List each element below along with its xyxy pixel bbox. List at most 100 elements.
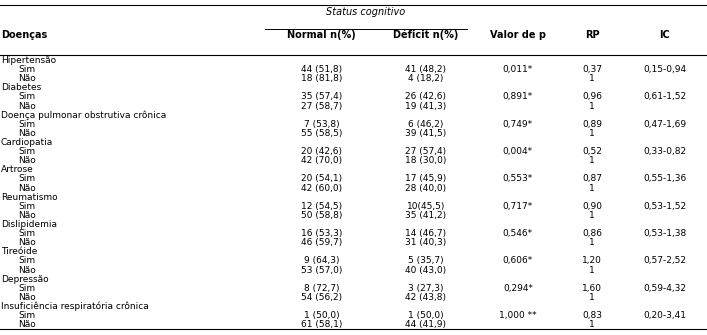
Text: Normal n(%): Normal n(%) bbox=[287, 30, 356, 40]
Text: Sim: Sim bbox=[18, 202, 35, 211]
Text: 50 (58,8): 50 (58,8) bbox=[301, 211, 342, 220]
Text: 1,60: 1,60 bbox=[582, 284, 602, 293]
Text: 0,96: 0,96 bbox=[582, 92, 602, 102]
Text: Sim: Sim bbox=[18, 229, 35, 238]
Text: Sim: Sim bbox=[18, 311, 35, 320]
Text: 9 (64,3): 9 (64,3) bbox=[304, 256, 339, 265]
Text: 20 (42,6): 20 (42,6) bbox=[301, 147, 342, 156]
Text: Sim: Sim bbox=[18, 256, 35, 265]
Text: 0,57-2,52: 0,57-2,52 bbox=[643, 256, 686, 265]
Text: 0,59-4,32: 0,59-4,32 bbox=[643, 284, 686, 293]
Text: 44 (51,8): 44 (51,8) bbox=[301, 65, 342, 74]
Text: 42 (70,0): 42 (70,0) bbox=[301, 156, 342, 165]
Text: 1: 1 bbox=[589, 320, 595, 329]
Text: 0,90: 0,90 bbox=[582, 202, 602, 211]
Text: 40 (43,0): 40 (43,0) bbox=[405, 266, 447, 274]
Text: 27 (57,4): 27 (57,4) bbox=[405, 147, 447, 156]
Text: 0,61-1,52: 0,61-1,52 bbox=[643, 92, 686, 102]
Text: Não: Não bbox=[18, 293, 36, 302]
Text: 1 (50,0): 1 (50,0) bbox=[304, 311, 339, 320]
Text: 1: 1 bbox=[589, 184, 595, 193]
Text: 1: 1 bbox=[589, 211, 595, 220]
Text: Doença pulmonar obstrutiva crônica: Doença pulmonar obstrutiva crônica bbox=[1, 111, 166, 120]
Text: 0,87: 0,87 bbox=[582, 175, 602, 183]
Text: 55 (58,5): 55 (58,5) bbox=[301, 129, 342, 138]
Text: Não: Não bbox=[18, 156, 36, 165]
Text: 1,20: 1,20 bbox=[582, 256, 602, 265]
Text: 18 (30,0): 18 (30,0) bbox=[405, 156, 447, 165]
Text: 1,000 **: 1,000 ** bbox=[499, 311, 537, 320]
Text: 16 (53,3): 16 (53,3) bbox=[301, 229, 342, 238]
Text: 1: 1 bbox=[589, 102, 595, 111]
Text: Sim: Sim bbox=[18, 65, 35, 74]
Text: 10(45,5): 10(45,5) bbox=[407, 202, 445, 211]
Text: 0,15-0,94: 0,15-0,94 bbox=[643, 65, 686, 74]
Text: 0,83: 0,83 bbox=[582, 311, 602, 320]
Text: 1: 1 bbox=[589, 293, 595, 302]
Text: 0,294*: 0,294* bbox=[503, 284, 533, 293]
Text: 17 (45,9): 17 (45,9) bbox=[405, 175, 447, 183]
Text: 0,55-1,36: 0,55-1,36 bbox=[643, 175, 686, 183]
Text: Déficit n(%): Déficit n(%) bbox=[393, 30, 459, 40]
Text: Não: Não bbox=[18, 320, 36, 329]
Text: 0,53-1,38: 0,53-1,38 bbox=[643, 229, 686, 238]
Text: 0,606*: 0,606* bbox=[503, 256, 533, 265]
Text: 1: 1 bbox=[589, 74, 595, 83]
Text: 0,717*: 0,717* bbox=[503, 202, 533, 211]
Text: 0,52: 0,52 bbox=[582, 147, 602, 156]
Text: Dislipidemia: Dislipidemia bbox=[1, 220, 57, 229]
Text: 1: 1 bbox=[589, 156, 595, 165]
Text: 44 (41,9): 44 (41,9) bbox=[406, 320, 446, 329]
Text: 0,47-1,69: 0,47-1,69 bbox=[643, 120, 686, 129]
Text: Tireóide: Tireóide bbox=[1, 247, 37, 256]
Text: 41 (48,2): 41 (48,2) bbox=[406, 65, 446, 74]
Text: Sim: Sim bbox=[18, 175, 35, 183]
Text: 39 (41,5): 39 (41,5) bbox=[405, 129, 447, 138]
Text: 1 (50,0): 1 (50,0) bbox=[408, 311, 444, 320]
Text: 54 (56,2): 54 (56,2) bbox=[301, 293, 342, 302]
Text: 19 (41,3): 19 (41,3) bbox=[405, 102, 447, 111]
Text: 0,53-1,52: 0,53-1,52 bbox=[643, 202, 686, 211]
Text: 42 (60,0): 42 (60,0) bbox=[301, 184, 342, 193]
Text: Não: Não bbox=[18, 102, 36, 111]
Text: 31 (40,3): 31 (40,3) bbox=[405, 238, 447, 247]
Text: Sim: Sim bbox=[18, 120, 35, 129]
Text: 0,749*: 0,749* bbox=[503, 120, 533, 129]
Text: 35 (57,4): 35 (57,4) bbox=[301, 92, 342, 102]
Text: 26 (42,6): 26 (42,6) bbox=[406, 92, 446, 102]
Text: 35 (41,2): 35 (41,2) bbox=[405, 211, 447, 220]
Text: 18 (81,8): 18 (81,8) bbox=[301, 74, 342, 83]
Text: 42 (43,8): 42 (43,8) bbox=[406, 293, 446, 302]
Text: 6 (46,2): 6 (46,2) bbox=[408, 120, 444, 129]
Text: 8 (72,7): 8 (72,7) bbox=[304, 284, 339, 293]
Text: Não: Não bbox=[18, 129, 36, 138]
Text: 1: 1 bbox=[589, 238, 595, 247]
Text: Valor de p: Valor de p bbox=[490, 30, 546, 40]
Text: IC: IC bbox=[659, 30, 670, 40]
Text: Artrose: Artrose bbox=[1, 165, 33, 174]
Text: Sim: Sim bbox=[18, 284, 35, 293]
Text: 3 (27,3): 3 (27,3) bbox=[408, 284, 444, 293]
Text: 0,004*: 0,004* bbox=[503, 147, 533, 156]
Text: 0,37: 0,37 bbox=[582, 65, 602, 74]
Text: 61 (58,1): 61 (58,1) bbox=[301, 320, 342, 329]
Text: 0,86: 0,86 bbox=[582, 229, 602, 238]
Text: Reumatismo: Reumatismo bbox=[1, 193, 57, 202]
Text: Não: Não bbox=[18, 74, 36, 83]
Text: 5 (35,7): 5 (35,7) bbox=[408, 256, 444, 265]
Text: Doenças: Doenças bbox=[1, 30, 47, 40]
Text: RP: RP bbox=[585, 30, 600, 40]
Text: Não: Não bbox=[18, 211, 36, 220]
Text: 0,011*: 0,011* bbox=[503, 65, 533, 74]
Text: Não: Não bbox=[18, 266, 36, 274]
Text: Depressão: Depressão bbox=[1, 275, 48, 284]
Text: 0,89: 0,89 bbox=[582, 120, 602, 129]
Text: 0,891*: 0,891* bbox=[503, 92, 533, 102]
Text: 27 (58,7): 27 (58,7) bbox=[301, 102, 342, 111]
Text: 20 (54,1): 20 (54,1) bbox=[301, 175, 342, 183]
Text: Status cognitivo: Status cognitivo bbox=[326, 7, 406, 17]
Text: 4 (18,2): 4 (18,2) bbox=[408, 74, 444, 83]
Text: 28 (40,0): 28 (40,0) bbox=[405, 184, 447, 193]
Text: Não: Não bbox=[18, 238, 36, 247]
Text: 0,546*: 0,546* bbox=[503, 229, 533, 238]
